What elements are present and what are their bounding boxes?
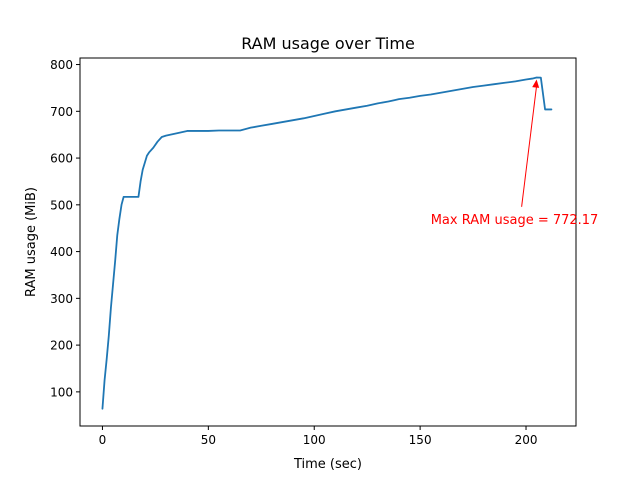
y-tick-label: 500 [50,198,73,212]
x-tick-label: 0 [99,433,107,447]
y-tick-label: 200 [50,339,73,353]
y-axis-ticks: 100 200 300 400 500 600 700 800 [50,58,80,399]
max-annotation: Max RAM usage = 772.17 [431,79,599,228]
annotation-text: Max RAM usage = 772.17 [431,213,599,228]
x-tick-label: 50 [201,433,216,447]
annotation-arrowhead [532,79,540,88]
chart-title: RAM usage over Time [241,34,415,53]
axes-frame [79,57,577,427]
y-tick-label: 400 [50,245,73,259]
y-tick-label: 300 [50,292,73,306]
y-tick-label: 600 [50,152,73,166]
x-axis-label: Time (sec) [293,457,362,472]
x-tick-label: 200 [515,433,538,447]
y-tick-label: 100 [50,385,73,399]
y-axis-label: RAM usage (MiB) [24,187,39,297]
y-tick-label: 800 [50,58,73,72]
y-tick-label: 700 [50,105,73,119]
plot-area [101,76,553,410]
x-tick-label: 100 [303,433,326,447]
annotation-arrow [521,85,538,207]
x-axis-ticks: 0 50 100 150 200 [99,426,538,447]
ram-usage-line [101,76,553,410]
x-tick-label: 150 [409,433,432,447]
